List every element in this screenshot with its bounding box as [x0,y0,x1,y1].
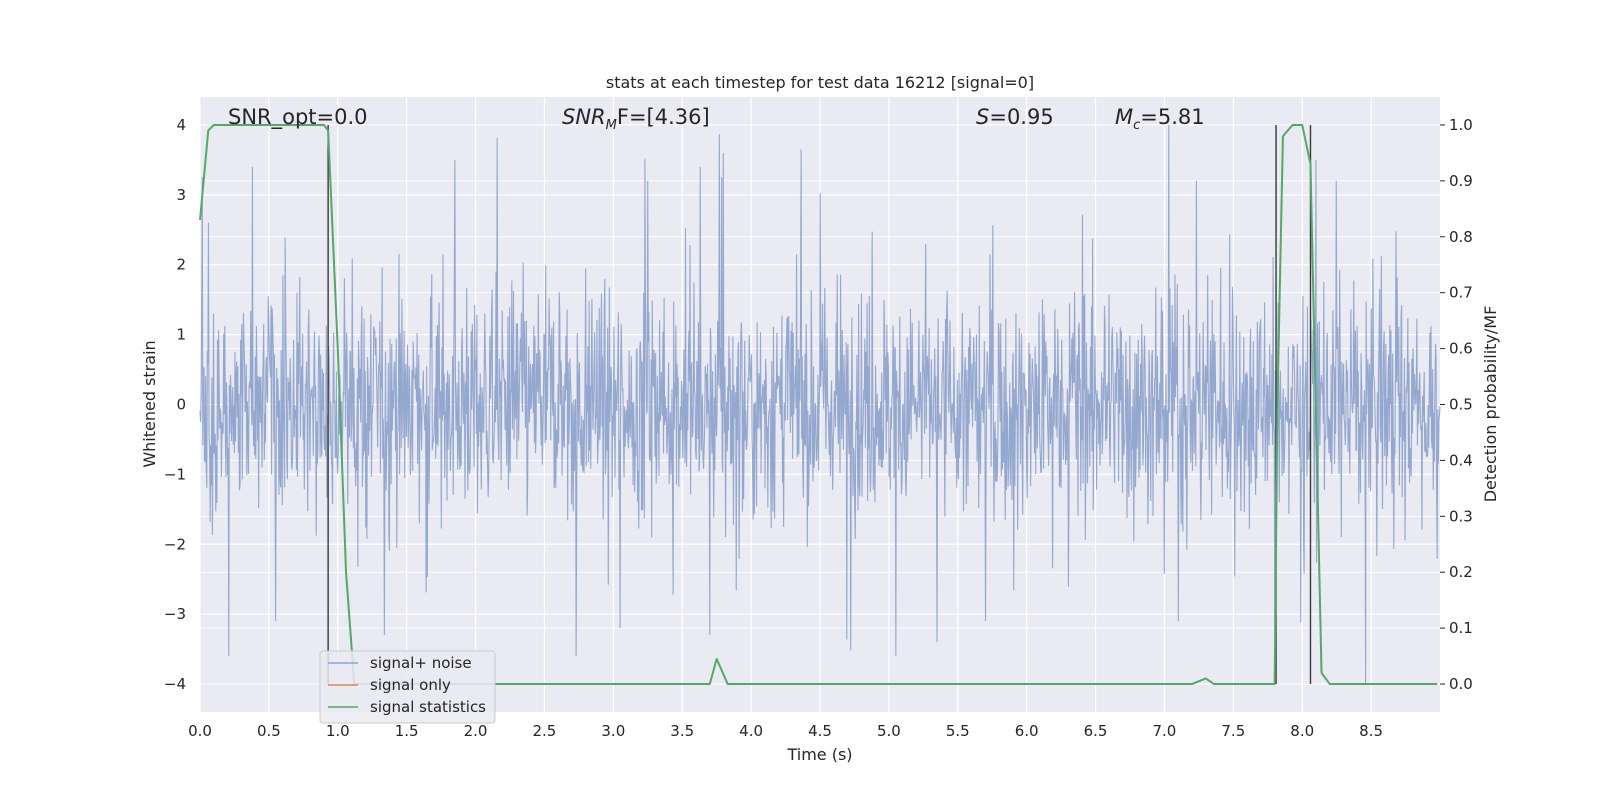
series-signal-noise [199,124,1441,685]
y-tick-label: −3 [164,605,186,623]
annotation-s-value: =0.95 [989,105,1053,129]
y-tick-label: 4 [176,116,186,134]
y2-axis-label: Detection probability/MF [1481,306,1500,503]
y2-tick-label: 0.8 [1449,228,1473,246]
y-tick-label: 0 [176,396,186,414]
x-tick-label: 1.5 [395,722,419,740]
x-tick-label: 8.0 [1290,722,1314,740]
y-tick-label: 1 [176,326,186,344]
legend-label-signal-statistics: signal statistics [370,698,486,716]
y2-tick-label: 0.2 [1449,563,1473,581]
x-tick-label: 1.0 [326,722,350,740]
y2-tick-label: 0.4 [1449,451,1473,469]
y2-tick-label: 0.1 [1449,619,1473,637]
annotation-mc-sub: c [1133,118,1140,133]
x-tick-label: 4.5 [808,722,832,740]
signal-statistics-line [199,123,1438,686]
annotation-mc-value: =5.81 [1140,105,1204,129]
y-tick-label: −2 [164,535,186,553]
y2-tick-label: 0.5 [1449,396,1473,414]
legend-box [319,650,496,724]
legend-label-signal-noise: signal+ noise [370,654,472,672]
annotation-snr-mf-rest: F=[4.36] [617,105,710,129]
x-axis-label: Time (s) [786,745,852,764]
annotation-s-label: S [976,105,989,129]
annotation-snr-mf-sub: M [606,118,617,133]
y-tick-label: 2 [176,256,186,274]
annotation-snr-opt: SNR_opt=0.0 [228,105,368,130]
chart-title: stats at each timestep for test data 162… [606,73,1034,92]
annotation-snr-mf-base: SNR [562,105,606,129]
y-tick-label: 3 [176,186,186,204]
x-tick-label: 5.5 [946,722,970,740]
x-tick-label: 0.5 [257,722,281,740]
x-tick-label: 0.0 [188,722,212,740]
annotation-snr-mf: SNRMF=[4.36] [562,105,710,133]
x-tick-label: 5.0 [877,722,901,740]
x-tick-label: 8.5 [1359,722,1383,740]
series-signal-statistics [199,123,1438,686]
x-tick-label: 2.5 [533,722,557,740]
x-tick-label: 6.5 [1084,722,1108,740]
y2-tick-label: 0.3 [1449,507,1473,525]
x-tick-labels: 0.0 0.5 1.0 1.5 2.0 2.5 3.0 3.5 4.0 4.5 5.0 5.5 6.0 6… [188,722,1383,740]
y2-tick-label: 0.6 [1449,340,1473,358]
y2-tick-label: 0.0 [1449,675,1473,693]
y2-tick-labels: 1.0 0.9 0.8 0.7 0.6 0.5 0.4 0.3 0.2 0.1 0.0 [1440,116,1473,693]
y2-tick-label: 1.0 [1449,116,1473,134]
annotation-s: S=0.95 [976,105,1054,129]
y2-tick-label: 0.7 [1449,284,1473,302]
x-tick-label: 7.5 [1221,722,1245,740]
x-tick-label: 7.0 [1153,722,1177,740]
y2-tick-label: 0.9 [1449,172,1473,190]
annotation-mc-label: M [1115,105,1133,129]
signal-noise-line [199,124,1441,685]
legend: signal+ noise signal only signal statist… [319,650,496,724]
y-tick-labels: 4 3 2 1 0 −1 −2 −3 −4 [164,116,186,693]
legend-label-signal-only: signal only [370,676,451,694]
x-tick-label: 4.0 [739,722,763,740]
y-tick-label: −4 [164,675,186,693]
x-tick-label: 2.0 [464,722,488,740]
y-tick-label: −1 [164,465,186,483]
y-axis-label: Whitened strain [140,340,159,467]
x-tick-label: 3.5 [670,722,694,740]
x-tick-label: 3.0 [601,722,625,740]
x-tick-label: 6.0 [1015,722,1039,740]
annotation-mc: Mc=5.81 [1115,105,1205,133]
